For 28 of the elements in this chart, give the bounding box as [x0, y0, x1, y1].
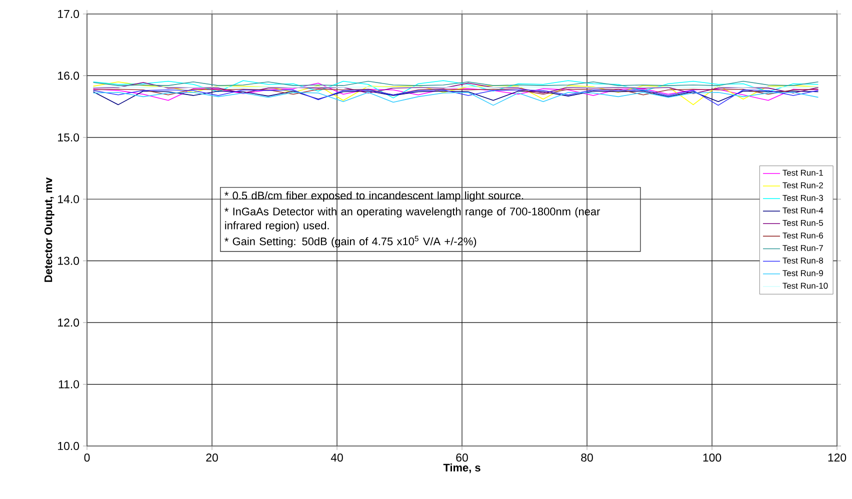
legend-label: Test Run-1	[782, 170, 823, 176]
legend-label: Test Run-6	[782, 232, 823, 238]
x-tick-label: 100	[703, 454, 722, 462]
legend-label: Test Run-10	[782, 282, 828, 289]
x-tick-label: 0	[84, 454, 90, 462]
y-tick-label: 11.0	[58, 380, 80, 388]
x-axis-title: Time, s	[443, 463, 480, 474]
y-tick-label: 12.0	[58, 318, 80, 327]
legend-label: Test Run-5	[782, 220, 824, 226]
x-tick-label: 120	[828, 454, 846, 462]
legend-label: Test Run-7	[782, 245, 823, 251]
y-tick-label: 17.0	[58, 10, 80, 18]
y-tick-label: 10.0	[58, 442, 80, 450]
legend-label: Test Run-2	[782, 182, 823, 188]
legend-label: Test Run-3	[782, 194, 823, 201]
x-tick-label: 60	[456, 454, 468, 462]
y-tick-label: 15.0	[58, 133, 80, 142]
legend-label: Test Run-9	[782, 270, 823, 276]
y-axis-title: Detector Output, mv	[44, 177, 54, 282]
legend-label: Test Run-8	[782, 258, 823, 264]
x-tick-label: 20	[206, 454, 218, 462]
y-tick-label: 13.0	[58, 256, 80, 265]
y-tick-label: 16.0	[58, 72, 80, 80]
y-tick-label: 14.0	[58, 195, 80, 204]
x-tick-label: 80	[581, 454, 593, 462]
line-series	[92, 82, 819, 94]
x-tick-label: 40	[330, 454, 343, 462]
legend-label: Test Run-4	[782, 207, 824, 214]
